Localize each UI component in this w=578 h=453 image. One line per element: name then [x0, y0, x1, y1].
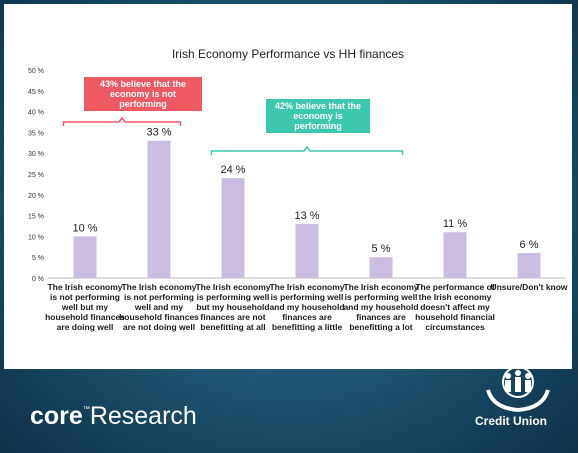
bar: [221, 178, 245, 278]
core-research-logo: core™Research: [30, 402, 197, 430]
data-label: 33 %: [146, 127, 171, 139]
y-tick-label: 40 %: [28, 110, 44, 117]
chart-panel: Irish Economy Performance vs HH finances…: [4, 4, 572, 369]
bar: [147, 140, 171, 278]
bar: [369, 257, 393, 278]
category-label: The Irish economy is not performing well…: [45, 282, 125, 332]
category-label: The Irish economy is not performing well…: [119, 282, 199, 332]
bar: [73, 236, 97, 278]
bar: [443, 232, 467, 278]
bracket-not-performing: [62, 116, 182, 126]
data-label: 5 %: [372, 243, 391, 255]
bracket-performing: [210, 145, 404, 155]
credit-union-text: Credit Union: [475, 414, 547, 428]
y-tick-label: 50 %: [28, 68, 44, 75]
y-tick-label: 20 %: [28, 193, 44, 200]
category-label: Unsure/Don't know: [490, 282, 568, 292]
y-tick-label: 25 %: [28, 172, 44, 179]
data-label: 11 %: [443, 218, 467, 230]
category-label: The Irish economy is performing well and…: [343, 282, 419, 332]
bar-chart: 0 % 5 % 10 % 15 % 20 % 25 % 30 % 35 % 40 % 45 % 50…: [28, 68, 566, 283]
y-tick-label: 5 %: [32, 255, 44, 262]
data-label: 10 %: [72, 222, 97, 234]
data-label: 6 %: [520, 239, 539, 251]
bar: [517, 253, 541, 278]
category-label: The Irish economy is performing well and…: [269, 282, 345, 332]
y-tick-label: 10 %: [28, 234, 44, 241]
y-tick-label: 15 %: [28, 214, 44, 221]
y-tick-label: 0 %: [32, 276, 44, 283]
callout-performing: 42% believe that the economy is performi…: [266, 99, 370, 133]
callout-not-performing: 43% believe that the economy is not perf…: [84, 77, 202, 111]
category-label: The performance of the Irish economy doe…: [415, 282, 495, 332]
data-label: 13 %: [294, 210, 319, 222]
chart-title: Irish Economy Performance vs HH finances: [171, 47, 405, 61]
credit-union-logo-icon: [486, 366, 550, 413]
bar: [295, 223, 319, 278]
y-tick-label: 30 %: [28, 151, 44, 158]
y-tick-label: 45 %: [28, 89, 44, 96]
data-label: 24 %: [220, 164, 245, 176]
category-label: The Irish economy is performing well but…: [195, 282, 271, 332]
y-tick-label: 35 %: [28, 130, 44, 137]
